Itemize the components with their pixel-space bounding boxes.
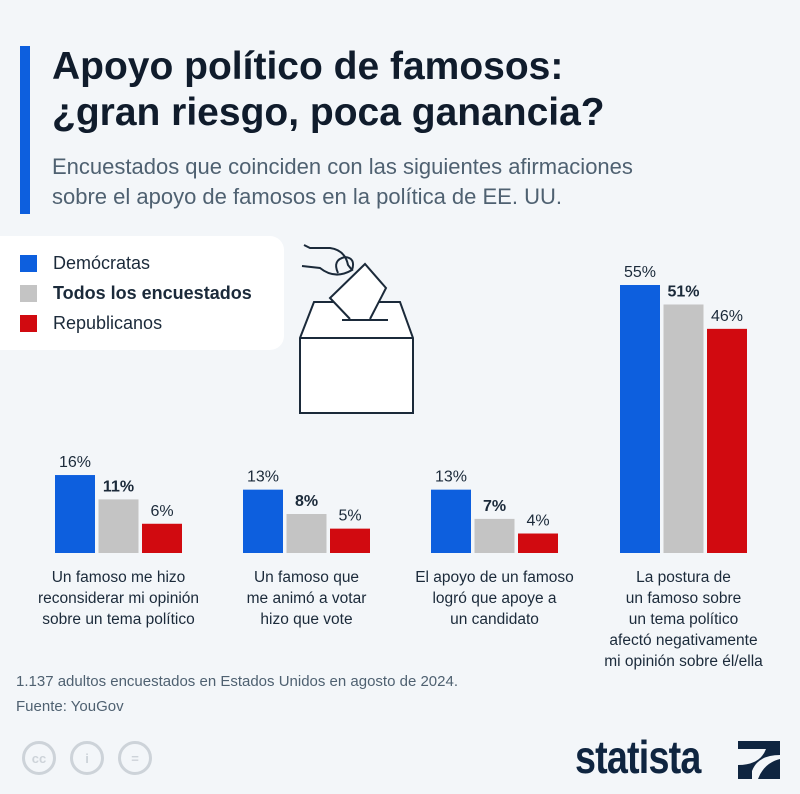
bar <box>330 528 370 553</box>
legend-swatch <box>20 315 37 332</box>
bar <box>474 518 515 553</box>
bar <box>620 285 660 553</box>
bar <box>243 489 283 553</box>
category-label: mi opinión sobre él/ella <box>604 653 763 670</box>
ballot-box-icon <box>299 244 414 414</box>
source-text: Fuente: YouGov <box>16 698 124 715</box>
survey-note: 1.137 adultos encuestados en Estados Uni… <box>16 673 458 690</box>
category-label: Un famoso que <box>254 569 359 586</box>
category-label: sobre un tema político <box>42 611 195 628</box>
bar <box>431 489 471 553</box>
category-label: reconsiderar mi opinión <box>38 590 199 607</box>
legend-label: Todos los encuestados <box>53 283 252 303</box>
statista-logo: statista <box>575 731 701 783</box>
data-label: 51% <box>667 283 699 300</box>
legend-item-democrats: Demócratas <box>20 253 150 274</box>
category-label: El apoyo de un famoso <box>415 569 574 586</box>
statista-logo-mark <box>738 741 780 779</box>
attribution-icon: i <box>70 741 104 775</box>
legend-item-all: Todos los encuestados <box>20 283 252 304</box>
legend-item-republicans: Republicanos <box>20 313 162 334</box>
category-label: me animó a votar <box>247 590 367 607</box>
bar <box>518 533 558 553</box>
bar <box>663 304 704 553</box>
bar <box>707 328 747 553</box>
bar <box>98 499 139 553</box>
subtitle: Encuestados que coinciden con las siguie… <box>52 154 633 209</box>
legend-label: Republicanos <box>53 313 163 333</box>
data-label: 46% <box>711 308 743 325</box>
category-label: hizo que vote <box>260 611 352 628</box>
legend-swatch <box>20 285 37 302</box>
legend-swatch <box>20 255 37 272</box>
cc-icon: cc <box>22 741 56 775</box>
data-label: 8% <box>295 493 318 510</box>
category-label: un candidato <box>450 611 539 628</box>
no-derivatives-icon: = <box>118 741 152 775</box>
data-label: 13% <box>435 469 467 486</box>
category-label: un famoso sobre <box>626 590 741 607</box>
category-label: logró que apoye a <box>432 590 556 607</box>
bar <box>55 475 95 553</box>
data-label: 55% <box>624 264 656 281</box>
page-title: Apoyo político de famosos: ¿gran riesgo, … <box>52 45 605 134</box>
category-label: un tema político <box>629 611 738 628</box>
title-accent-bar <box>20 46 30 214</box>
data-label: 7% <box>483 498 506 515</box>
data-label: 5% <box>338 508 361 525</box>
category-label: La postura de <box>636 569 731 586</box>
data-label: 16% <box>59 454 91 471</box>
data-label: 13% <box>247 469 279 486</box>
category-label: Un famoso me hizo <box>52 569 186 586</box>
bar <box>286 514 327 553</box>
category-label: afectó negativamente <box>609 632 757 649</box>
data-label: 6% <box>150 503 173 520</box>
legend: Demócratas Todos los encuestados Republi… <box>0 236 284 350</box>
bar <box>142 523 182 553</box>
legend-label: Demócratas <box>53 253 151 273</box>
data-label: 11% <box>103 478 134 495</box>
data-label: 4% <box>526 513 549 530</box>
